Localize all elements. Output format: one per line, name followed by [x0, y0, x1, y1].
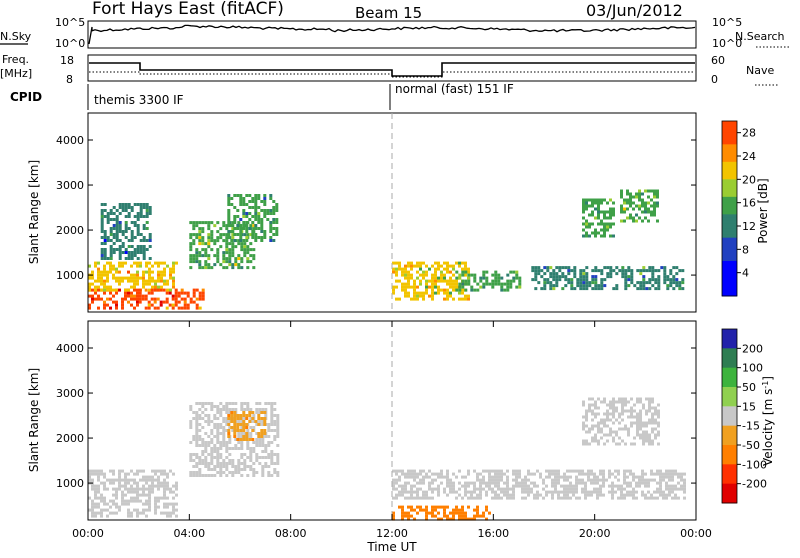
echo-region	[227, 411, 267, 441]
velocity-cbar-tick: -15	[742, 420, 760, 433]
x-tick-label: 08:00	[275, 527, 307, 540]
y-tick-label: 2000	[56, 224, 84, 237]
freq-tick-top: 18	[60, 54, 74, 67]
echo-region	[88, 469, 178, 518]
station-title: Fort Hays East (fitACF)	[92, 0, 284, 19]
power-cbar-label: Power [dB]	[756, 178, 770, 243]
freq-trace	[89, 62, 695, 77]
date-title: 03/Jun/2012	[586, 1, 683, 20]
velocity-cbar-tick: -100	[742, 458, 767, 471]
x-tick-label: 20:00	[579, 527, 611, 540]
velocity-cbar-tick: 50	[742, 381, 756, 394]
cpid-label: CPID	[10, 90, 42, 104]
freq-frame	[87, 54, 697, 82]
echo-region	[227, 194, 279, 242]
y-tick-label: 4000	[56, 342, 84, 355]
power-cbar-tick: 8	[742, 243, 749, 256]
time-axis-label: Time UT	[366, 540, 417, 554]
y-tick-label: 3000	[56, 179, 84, 192]
x-tick-label: 00:00	[680, 527, 712, 540]
nave-label: Nave	[746, 64, 774, 77]
power-cbar-tick: 28	[742, 127, 756, 140]
power-cbar-tick: 24	[742, 150, 756, 163]
echo-region	[189, 402, 280, 477]
freq-label: Freq.	[2, 53, 29, 66]
power-echoes	[88, 189, 685, 310]
noise-left-tick-bottom: 10^0	[55, 37, 85, 50]
power-cbar-tick: 4	[742, 267, 749, 280]
velocity-cbar-label: Velocity [m s-1]	[761, 376, 776, 466]
velocity-cbar-tick: 200	[742, 342, 763, 355]
noise-sky-trace	[88, 24, 696, 45]
beam-title: Beam 15	[355, 4, 422, 22]
noise-search-label: N.Search	[735, 30, 785, 43]
nave-tick-bottom: 0	[711, 73, 718, 86]
velocity-yticks: 1000 2000 3000 4000	[56, 342, 696, 490]
noise-sky-label: N.Sky	[0, 30, 32, 43]
noise-panel: N.Sky 10^5 10^0 10^5 10^0 N.Search	[0, 16, 789, 50]
echo-region	[88, 261, 178, 292]
velocity-cbar-tick: -200	[742, 478, 767, 491]
velocity-colorbar: 200 100 50 15 -15 -50 -100 -200 Velocity [m s-1…	[721, 328, 776, 504]
freq-unit: [MHz]	[0, 67, 32, 80]
power-cbar-tick: 12	[742, 220, 756, 233]
echo-region	[392, 469, 686, 500]
noise-right-tick-top: 10^5	[712, 16, 742, 29]
velocity-cbar-tick: -50	[742, 439, 760, 452]
power-cbar-tick: 20	[742, 173, 756, 186]
velocity-xticks: 00:00 04:00 08:00 12:00 16:00 20:00 00:00	[72, 321, 712, 540]
nave-tick-top: 60	[711, 54, 725, 67]
velocity-echoes	[88, 397, 686, 521]
velocity-cbar-tick: 100	[742, 362, 763, 375]
power-yticks: 1000 2000 3000 4000	[56, 134, 696, 282]
velocity-ylabel: Slant Range [km]	[27, 368, 41, 472]
echo-region	[392, 505, 491, 521]
noise-left-tick-top: 10^5	[55, 16, 85, 29]
power-colorbar: 4 8 12 16 20 24 28 Power [dB]	[721, 120, 770, 297]
freq-panel: Freq. [MHz] 18 8 60 0 Nave	[0, 53, 779, 86]
x-tick-label: 00:00	[72, 527, 104, 540]
y-tick-label: 3000	[56, 387, 84, 400]
echo-region	[582, 198, 615, 238]
y-tick-label: 1000	[56, 477, 84, 490]
noise-frame	[87, 20, 697, 49]
echo-region	[88, 288, 139, 310]
echo-region	[392, 261, 470, 301]
x-tick-label: 12:00	[376, 527, 408, 540]
y-tick-label: 1000	[56, 269, 84, 282]
cpid-segment-2: normal (fast) 151 IF	[395, 82, 514, 96]
x-tick-label: 16:00	[477, 527, 509, 540]
cpid-panel: CPID themis 3300 IF normal (fast) 151 IF	[10, 82, 514, 110]
echo-region	[138, 288, 205, 310]
echo-region	[620, 189, 659, 223]
y-tick-label: 4000	[56, 134, 84, 147]
power-cbar-tick: 16	[742, 197, 756, 210]
power-panel: 1000 2000 3000 4000 Slant Range [km]	[27, 112, 697, 313]
echo-region	[455, 270, 522, 292]
echo-region	[100, 203, 152, 260]
cpid-segment-1: themis 3300 IF	[94, 93, 184, 107]
velocity-cbar-tick: 15	[742, 400, 756, 413]
y-tick-label: 2000	[56, 432, 84, 445]
echo-region	[531, 266, 685, 291]
echo-region	[582, 397, 660, 446]
freq-tick-bottom: 8	[66, 73, 73, 86]
power-ylabel: Slant Range [km]	[27, 160, 41, 264]
noise-right-tick-bottom: 10^0	[712, 37, 742, 50]
x-tick-label: 04:00	[173, 527, 205, 540]
